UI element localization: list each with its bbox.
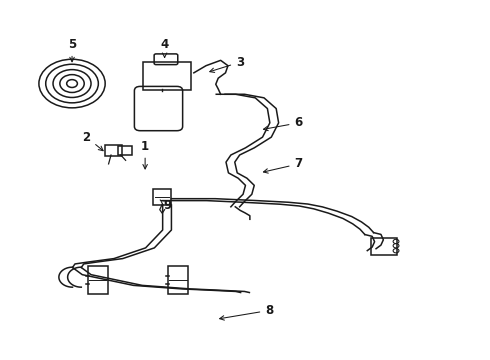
Text: 6: 6 xyxy=(264,116,303,131)
Text: 8: 8 xyxy=(220,304,273,320)
Text: 2: 2 xyxy=(83,131,103,151)
Text: 4: 4 xyxy=(161,38,169,57)
Text: 7: 7 xyxy=(264,157,303,173)
Text: 1: 1 xyxy=(141,140,149,169)
Text: 9: 9 xyxy=(160,198,171,212)
Text: 5: 5 xyxy=(68,38,76,62)
Text: 3: 3 xyxy=(210,55,244,72)
